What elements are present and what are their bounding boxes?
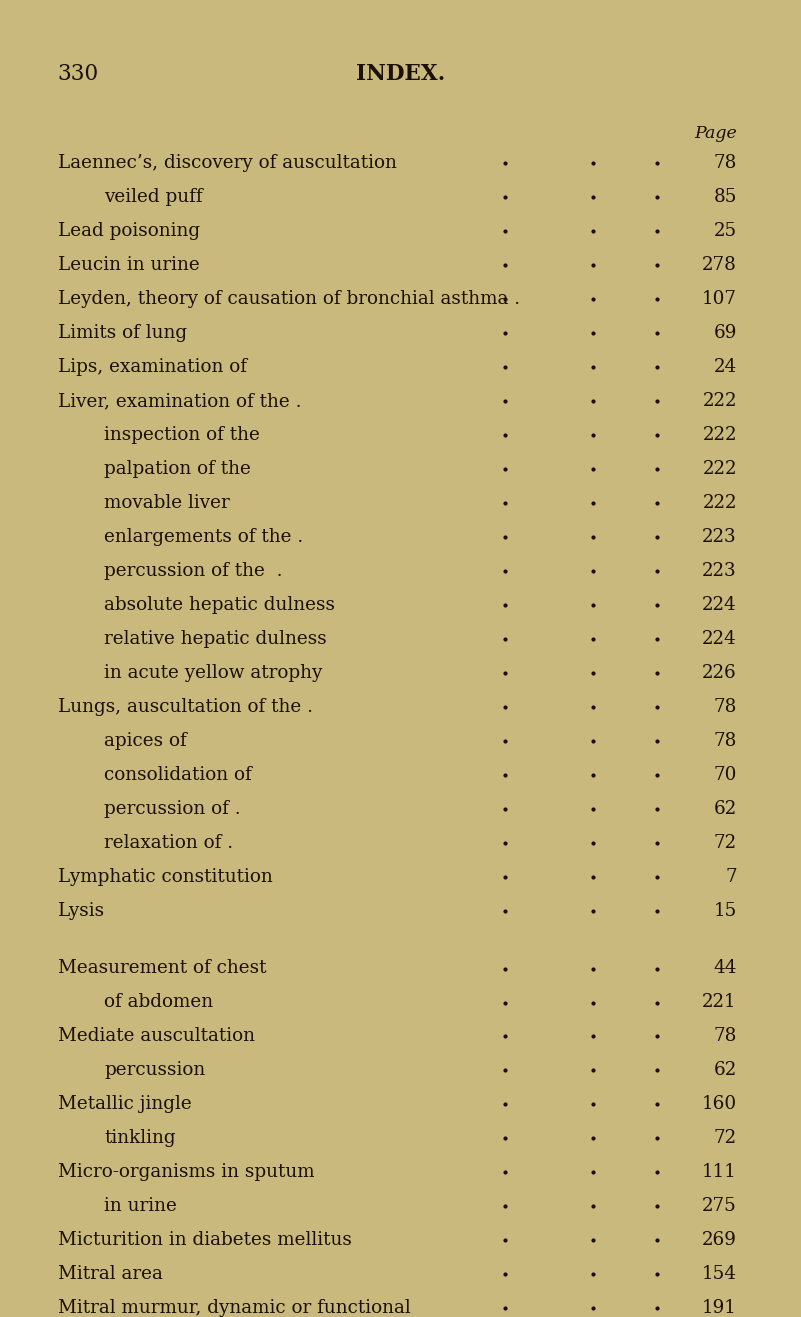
Text: percussion of .: percussion of . (104, 799, 241, 818)
Text: 107: 107 (702, 290, 737, 308)
Text: Lips, examination of: Lips, examination of (58, 358, 247, 375)
Text: Page: Page (694, 125, 737, 142)
Text: percussion of the  .: percussion of the . (104, 562, 283, 579)
Text: Micro-organisms in sputum: Micro-organisms in sputum (58, 1163, 314, 1181)
Text: 226: 226 (702, 664, 737, 682)
Text: in acute yellow atrophy: in acute yellow atrophy (104, 664, 323, 682)
Text: 85: 85 (714, 188, 737, 205)
Text: 269: 269 (702, 1231, 737, 1249)
Text: veiled puff: veiled puff (104, 188, 203, 205)
Text: tinkling: tinkling (104, 1129, 175, 1147)
Text: enlargements of the .: enlargements of the . (104, 528, 304, 545)
Text: 330: 330 (58, 63, 99, 86)
Text: Micturition in diabetes mellitus: Micturition in diabetes mellitus (58, 1231, 352, 1249)
Text: palpation of the: palpation of the (104, 460, 251, 478)
Text: 69: 69 (714, 324, 737, 342)
Text: 222: 222 (702, 392, 737, 410)
Text: Mediate auscultation: Mediate auscultation (58, 1027, 255, 1046)
Text: 223: 223 (702, 528, 737, 545)
Text: Metallic jingle: Metallic jingle (58, 1096, 191, 1113)
Text: Leucin in urine: Leucin in urine (58, 255, 199, 274)
Text: relaxation of .: relaxation of . (104, 834, 233, 852)
Text: Lymphatic constitution: Lymphatic constitution (58, 868, 272, 885)
Text: 78: 78 (714, 1027, 737, 1046)
Text: percussion: percussion (104, 1062, 205, 1079)
Text: movable liver: movable liver (104, 494, 230, 512)
Text: 223: 223 (702, 562, 737, 579)
Text: 44: 44 (714, 959, 737, 977)
Text: Mitral murmur, dynamic or functional: Mitral murmur, dynamic or functional (58, 1299, 410, 1317)
Text: Liver, examination of the .: Liver, examination of the . (58, 392, 301, 410)
Text: 224: 224 (702, 630, 737, 648)
Text: Limits of lung: Limits of lung (58, 324, 187, 342)
Text: relative hepatic dulness: relative hepatic dulness (104, 630, 327, 648)
Text: 222: 222 (702, 494, 737, 512)
Text: 111: 111 (702, 1163, 737, 1181)
Text: 222: 222 (702, 460, 737, 478)
Text: Leyden, theory of causation of bronchial asthma .: Leyden, theory of causation of bronchial… (58, 290, 520, 308)
Text: 278: 278 (702, 255, 737, 274)
Text: absolute hepatic dulness: absolute hepatic dulness (104, 595, 335, 614)
Text: 62: 62 (714, 799, 737, 818)
Text: 78: 78 (714, 698, 737, 715)
Text: 154: 154 (702, 1266, 737, 1283)
Text: Measurement of chest: Measurement of chest (58, 959, 266, 977)
Text: 72: 72 (714, 834, 737, 852)
Text: 25: 25 (714, 223, 737, 240)
Text: 275: 275 (702, 1197, 737, 1216)
Text: Laennec’s, discovery of auscultation: Laennec’s, discovery of auscultation (58, 154, 396, 173)
Text: 191: 191 (702, 1299, 737, 1317)
Text: 24: 24 (714, 358, 737, 375)
Text: 222: 222 (702, 425, 737, 444)
Text: 221: 221 (702, 993, 737, 1011)
Text: 78: 78 (714, 732, 737, 749)
Text: apices of: apices of (104, 732, 187, 749)
Text: 15: 15 (714, 902, 737, 919)
Text: 78: 78 (714, 154, 737, 173)
Text: 70: 70 (714, 765, 737, 784)
Text: 62: 62 (714, 1062, 737, 1079)
Text: Lysis: Lysis (58, 902, 105, 919)
Text: 224: 224 (702, 595, 737, 614)
Text: inspection of the: inspection of the (104, 425, 260, 444)
Text: 7: 7 (725, 868, 737, 885)
Text: Lungs, auscultation of the .: Lungs, auscultation of the . (58, 698, 312, 715)
Text: consolidation of: consolidation of (104, 765, 252, 784)
Text: Mitral area: Mitral area (58, 1266, 163, 1283)
Text: Lead poisoning: Lead poisoning (58, 223, 199, 240)
Text: 72: 72 (714, 1129, 737, 1147)
Text: of abdomen: of abdomen (104, 993, 213, 1011)
Text: in urine: in urine (104, 1197, 177, 1216)
Text: 160: 160 (702, 1096, 737, 1113)
Text: INDEX.: INDEX. (356, 63, 445, 86)
